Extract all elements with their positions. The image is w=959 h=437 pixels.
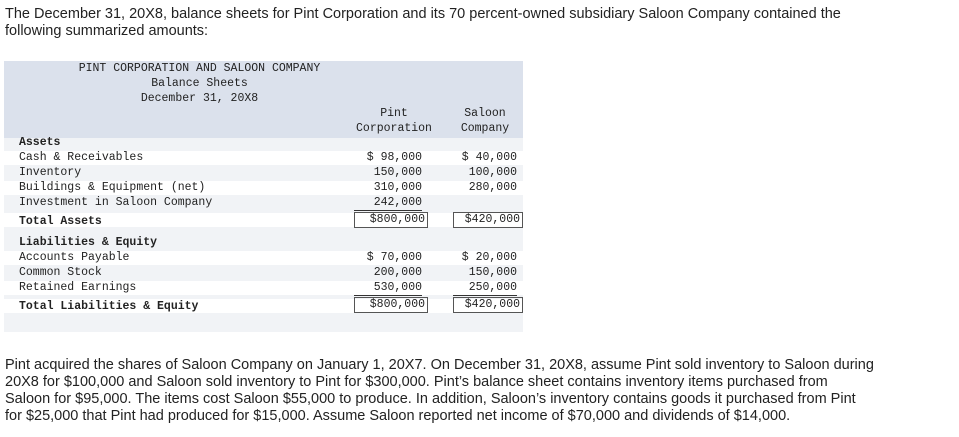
cell-pint: $ 70,000 [366,251,422,264]
column-header-saloon: Saloon [464,107,506,120]
outro-paragraph: Pint acquired the shares of Saloon Compa… [5,357,874,425]
statement-title: PINT CORPORATION AND SALOON COMPANY [78,62,321,75]
total-liabilities-pint: $800,000 [354,297,428,313]
cell-pint: 150,000 [373,166,422,179]
total-liabilities-saloon: $420,000 [453,297,523,313]
total-assets-saloon: $420,000 [453,212,523,228]
outro-line: for $25,000 that Pint had produced for $… [5,408,791,424]
row-label: Accounts Payable [19,251,130,264]
statement-date: December 31, 20X8 [140,92,259,105]
cell-saloon: 250,000 [453,281,517,296]
column-header-pint: Pint [380,107,408,120]
cell-pint: 200,000 [373,266,422,279]
row-label: Cash & Receivables [19,151,144,164]
row-band [4,181,523,195]
total-assets-pint: $800,000 [354,212,428,228]
row-label: Common Stock [19,266,102,279]
total-assets-label: Total Assets [19,215,102,228]
row-label: Retained Earnings [19,281,137,294]
outro-line: Saloon for $95,000. The items cost Saloo… [5,391,856,407]
cell-pint: 530,000 [354,281,422,296]
column-header-pint: Corporation [356,122,432,135]
row-label: Buildings & Equipment (net) [19,181,206,194]
assets-header: Assets [19,136,61,149]
cell-pint: 310,000 [373,181,422,194]
row-label: Investment in Saloon Company [19,196,213,209]
column-header-saloon: Company [460,122,510,135]
table-header-band [4,61,523,138]
intro-paragraph: The December 31, 20X8, balance sheets fo… [5,6,841,40]
cell-saloon: 100,000 [468,166,517,179]
cell-saloon: 150,000 [468,266,517,279]
outro-line: Pint acquired the shares of Saloon Compa… [5,357,874,373]
outro-line: 20X8 for $100,000 and Saloon sold invent… [5,374,828,390]
balance-sheet-table: PINT CORPORATION AND SALOON COMPANY Bala… [4,61,523,332]
row-band [4,281,523,295]
liabilities-header: Liabilities & Equity [19,236,158,249]
row-label: Inventory [19,166,82,179]
cell-saloon: 280,000 [468,181,517,194]
cell-saloon: $ 40,000 [461,151,517,164]
row-band [4,213,523,227]
cell-pint: 242,000 [354,196,422,211]
row-band [4,151,523,165]
intro-line: following summarized amounts: [5,23,209,39]
cell-pint: $ 98,000 [366,151,422,164]
total-liabilities-label: Total Liabilities & Equity [19,300,199,313]
cell-saloon: $ 20,000 [461,251,517,264]
row-band [4,299,523,313]
intro-line: The December 31, 20X8, balance sheets fo… [5,6,841,22]
row-band [4,251,523,265]
statement-subtitle: Balance Sheets [151,77,248,90]
